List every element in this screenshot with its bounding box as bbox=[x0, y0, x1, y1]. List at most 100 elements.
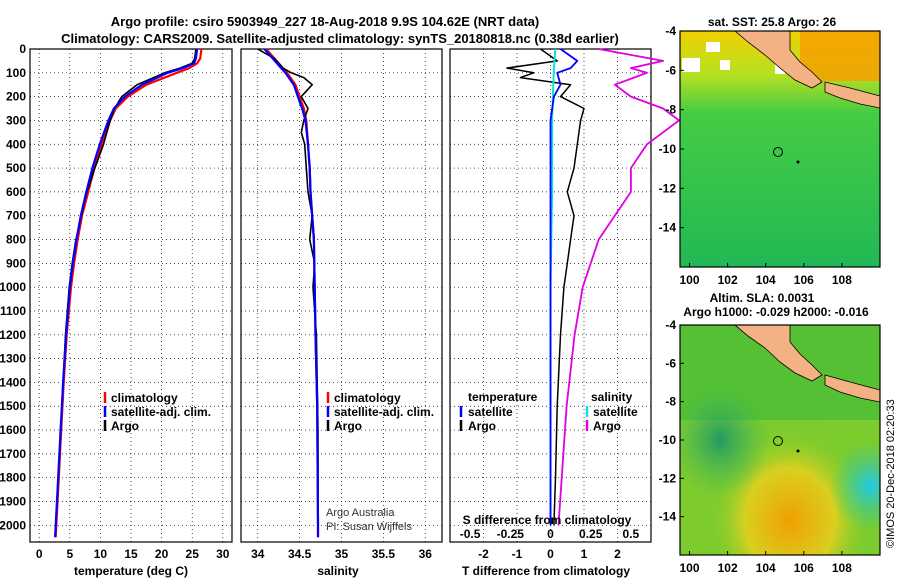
legend-satellite-label: satellite-adj. clim. bbox=[111, 405, 211, 419]
x-tick-label: -1 bbox=[512, 547, 523, 561]
map-y-tick-label: -14 bbox=[659, 221, 677, 235]
sla-argo-dot bbox=[796, 449, 800, 453]
sst-cloud-patch-3 bbox=[720, 60, 730, 70]
series-line-climatology bbox=[265, 48, 320, 538]
x-tick-label: 1 bbox=[581, 547, 588, 561]
sla-map-title: Altim. SLA: 0.0031 bbox=[710, 291, 815, 305]
sla-java-land bbox=[824, 374, 880, 403]
s-diff-tick-label: -0.5 bbox=[460, 527, 481, 541]
depth-tick-label: 1200 bbox=[0, 328, 26, 342]
x-tick-label: 34.5 bbox=[288, 547, 312, 561]
legend-argo-label: Argo bbox=[111, 419, 139, 433]
x-tick-label: 2 bbox=[614, 547, 621, 561]
depth-tick-label: 1000 bbox=[0, 280, 26, 294]
series-line-satellite bbox=[263, 48, 320, 538]
map-y-tick-label: -8 bbox=[665, 103, 676, 117]
depth-tick-label: 700 bbox=[6, 209, 26, 223]
x-tick-label: 34 bbox=[251, 547, 265, 561]
x-tick-label: 35 bbox=[335, 547, 349, 561]
sla-map-field bbox=[680, 325, 880, 555]
series-line-t-satellite bbox=[549, 48, 579, 526]
s-diff-tick-label: 0 bbox=[547, 527, 554, 541]
title-line-1: Argo profile: csiro 5903949_227 18-Aug-2… bbox=[111, 14, 539, 29]
s-diff-tick-label: 0.5 bbox=[623, 527, 640, 541]
sla-sumatra-land bbox=[734, 325, 823, 382]
map-y-tick-label: -6 bbox=[665, 63, 676, 77]
sst-map-title: sat. SST: 25.8 Argo: 26 bbox=[708, 15, 837, 29]
difference-legend-temperature: temperature satellite Argo bbox=[459, 390, 538, 433]
s-diff-tick-label: -0.25 bbox=[497, 527, 525, 541]
difference-legend-salinity: salinity satellite Argo bbox=[585, 390, 638, 433]
s-diff-tick-label: 0.25 bbox=[579, 527, 603, 541]
watermark: ©IMOS 20-Dec-2018 02:20:33 bbox=[885, 399, 897, 548]
series-line-satellite bbox=[54, 48, 199, 538]
legend-climatology-label: climatology bbox=[334, 391, 401, 405]
map-y-tick-label: -4 bbox=[665, 24, 676, 38]
map-y-tick-label: -6 bbox=[665, 356, 676, 370]
x-tick-label: 10 bbox=[94, 547, 108, 561]
sst-cloud-patch-4 bbox=[775, 64, 785, 74]
depth-tick-label: 500 bbox=[6, 161, 26, 175]
salinity-axis-label: salinity bbox=[317, 564, 359, 578]
salinity-panel-frame bbox=[240, 48, 443, 543]
legend-salinity-title: salinity bbox=[591, 390, 633, 404]
depth-tick-label: 200 bbox=[6, 90, 26, 104]
map-x-tick-label: 106 bbox=[794, 273, 814, 287]
map-y-tick-label: -10 bbox=[659, 433, 677, 447]
java-land bbox=[824, 81, 880, 109]
title-line-2: Climatology: CARS2009. Satellite-adjuste… bbox=[61, 31, 619, 46]
difference-top-axis-label: S difference from climatology bbox=[463, 513, 632, 527]
depth-tick-label: 1500 bbox=[0, 399, 26, 413]
temperature-axis-label: temperature (deg C) bbox=[74, 564, 188, 578]
depth-tick-label: 1600 bbox=[0, 423, 26, 437]
sumatra-land bbox=[734, 31, 823, 89]
map-x-tick-label: 100 bbox=[680, 273, 700, 287]
sla-argo-marker bbox=[773, 436, 783, 446]
depth-tick-label: 0 bbox=[19, 42, 26, 56]
depth-tick-label: 1100 bbox=[0, 304, 26, 318]
map-y-tick-label: -10 bbox=[659, 142, 677, 156]
depth-tick-label: 400 bbox=[6, 137, 26, 151]
map-y-tick-label: -4 bbox=[665, 318, 676, 332]
x-tick-label: 25 bbox=[186, 547, 200, 561]
series-line-argo bbox=[257, 48, 319, 526]
map-x-tick-label: 100 bbox=[680, 561, 700, 575]
legend-climatology-label: climatology bbox=[111, 391, 178, 405]
map-y-tick-label: -8 bbox=[665, 395, 676, 409]
map-y-tick-label: -14 bbox=[659, 510, 677, 524]
sla-map-subtitle: Argo h1000: -0.029 h2000: -0.016 bbox=[683, 305, 869, 319]
map-x-tick-label: 104 bbox=[756, 273, 776, 287]
legend-s-argo-label: Argo bbox=[593, 419, 621, 433]
map-x-tick-label: 104 bbox=[756, 561, 776, 575]
map-x-tick-label: 106 bbox=[794, 561, 814, 575]
depth-tick-label: 1300 bbox=[0, 352, 26, 366]
series-line-t-argo bbox=[506, 48, 585, 526]
map-x-tick-label: 102 bbox=[718, 561, 738, 575]
map-y-tick-label: -12 bbox=[659, 181, 677, 195]
depth-tick-label: 1700 bbox=[0, 447, 26, 461]
sst-argo-marker bbox=[773, 147, 783, 157]
map-x-tick-label: 108 bbox=[832, 561, 852, 575]
map-x-tick-label: 108 bbox=[832, 273, 852, 287]
sst-map-field bbox=[680, 31, 880, 267]
depth-tick-label: 900 bbox=[6, 256, 26, 270]
sla-anomaly-3 bbox=[680, 325, 880, 555]
legend-t-satellite-label: satellite bbox=[468, 405, 513, 419]
depth-tick-label: 1900 bbox=[0, 495, 26, 509]
legend-s-satellite-label: satellite bbox=[593, 405, 638, 419]
difference-axis-label: T difference from climatology bbox=[462, 564, 630, 578]
sst-cloud-patch-1 bbox=[682, 58, 700, 72]
depth-tick-label: 100 bbox=[6, 66, 26, 80]
map-x-tick-label: 102 bbox=[718, 273, 738, 287]
sst-cloud-patch-2 bbox=[706, 42, 720, 52]
depth-tick-label: 1400 bbox=[0, 375, 26, 389]
sst-argo-dot bbox=[796, 160, 800, 164]
credit-line-1: Argo Australia bbox=[326, 507, 395, 519]
series-line-climatology bbox=[54, 48, 203, 538]
salinity-legend: climatology satellite-adj. clim. Argo bbox=[326, 391, 434, 433]
legend-t-argo-label: Argo bbox=[468, 419, 496, 433]
x-tick-label: 30 bbox=[216, 547, 230, 561]
x-tick-label: 5 bbox=[66, 547, 73, 561]
x-tick-label: 36 bbox=[419, 547, 433, 561]
